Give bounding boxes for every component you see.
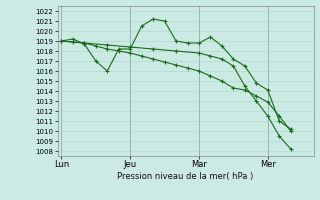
X-axis label: Pression niveau de la mer( hPa ): Pression niveau de la mer( hPa ) xyxy=(117,172,254,181)
